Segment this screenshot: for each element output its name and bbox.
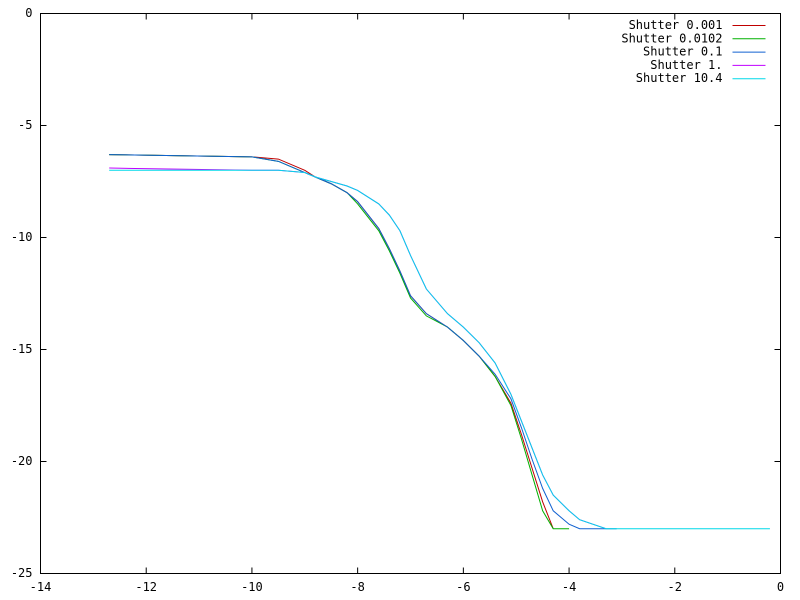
legend-label: Shutter 1. bbox=[650, 58, 722, 72]
y-tick-label: 0 bbox=[25, 6, 32, 20]
plot-frame bbox=[40, 13, 781, 574]
x-tick-label: -6 bbox=[456, 580, 470, 594]
y-tick-label: -20 bbox=[11, 454, 33, 468]
series-line bbox=[109, 169, 770, 530]
x-tick-label: -12 bbox=[135, 580, 157, 594]
x-tick-label: -14 bbox=[30, 580, 52, 594]
x-tick-label: -4 bbox=[562, 580, 576, 594]
y-tick-label: -10 bbox=[11, 230, 33, 244]
y-tick-label: -15 bbox=[11, 342, 33, 356]
legend-label: Shutter 10.4 bbox=[636, 71, 723, 85]
x-tick-label: -2 bbox=[668, 580, 682, 594]
y-tick-label: -25 bbox=[11, 566, 33, 580]
x-tick-label: -8 bbox=[350, 580, 364, 594]
legend-label: Shutter 0.0102 bbox=[621, 31, 722, 45]
x-tick-label: -10 bbox=[241, 580, 263, 594]
legend-label: Shutter 0.001 bbox=[629, 18, 723, 32]
legend-label: Shutter 0.1 bbox=[643, 45, 722, 59]
x-tick-label: 0 bbox=[777, 580, 784, 594]
y-tick-label: -5 bbox=[18, 118, 32, 132]
